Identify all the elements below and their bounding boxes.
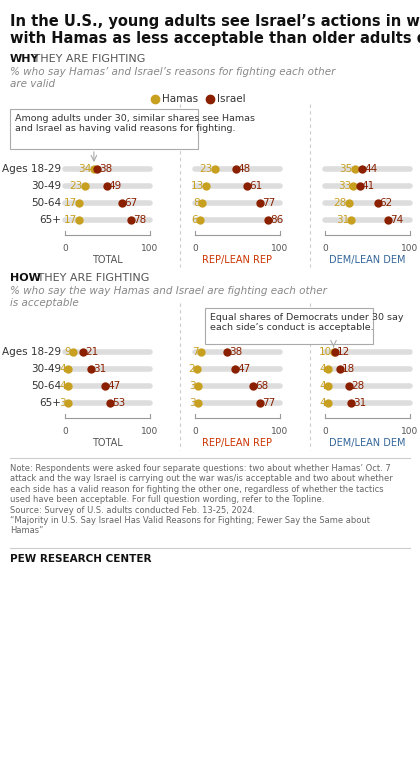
Text: % who say the way Hamas and Israel are fighting each other
is acceptable: % who say the way Hamas and Israel are f… [10, 286, 327, 307]
Text: 100: 100 [271, 244, 289, 253]
Text: 28: 28 [333, 198, 347, 208]
Text: 77: 77 [262, 198, 276, 208]
Text: PEW RESEARCH CENTER: PEW RESEARCH CENTER [10, 554, 152, 564]
Text: 3: 3 [189, 381, 196, 391]
Text: 31: 31 [93, 364, 107, 374]
Text: 34: 34 [79, 164, 92, 174]
Text: 21: 21 [85, 347, 98, 357]
Text: 9: 9 [64, 347, 71, 357]
Text: Among adults under 30, similar shares see Hamas
and Israel as having valid reaso: Among adults under 30, similar shares se… [15, 114, 255, 134]
Text: 48: 48 [238, 164, 251, 174]
Text: Israel: Israel [217, 94, 246, 104]
Text: HOW: HOW [10, 273, 41, 283]
Text: 10: 10 [318, 347, 331, 357]
Text: 100: 100 [402, 427, 419, 436]
Text: Note: Respondents were asked four separate questions: two about whether Hamas’ O: Note: Respondents were asked four separa… [10, 464, 393, 536]
Text: 74: 74 [390, 215, 403, 225]
Text: 23: 23 [200, 164, 213, 174]
Text: 62: 62 [380, 198, 393, 208]
Text: 86: 86 [270, 215, 284, 225]
Text: 38: 38 [99, 164, 113, 174]
Text: 77: 77 [262, 398, 276, 408]
FancyBboxPatch shape [205, 308, 373, 344]
Text: 12: 12 [337, 347, 350, 357]
Text: DEM/LEAN DEM: DEM/LEAN DEM [329, 255, 406, 265]
Text: THEY ARE FIGHTING: THEY ARE FIGHTING [34, 273, 150, 283]
Text: 17: 17 [64, 215, 77, 225]
Text: 4: 4 [60, 381, 66, 391]
Text: THEY ARE FIGHTING: THEY ARE FIGHTING [30, 54, 145, 64]
Text: Equal shares of Democrats under 30 say
each side’s conduct is acceptable.: Equal shares of Democrats under 30 say e… [210, 313, 404, 333]
Text: 53: 53 [112, 398, 125, 408]
Text: 7: 7 [192, 347, 199, 357]
Text: TOTAL: TOTAL [92, 438, 123, 448]
Text: In the U.S., young adults see Israel’s actions in war: In the U.S., young adults see Israel’s a… [10, 14, 420, 29]
Text: 49: 49 [109, 181, 122, 191]
Text: 50-64: 50-64 [31, 381, 61, 391]
Text: 41: 41 [362, 181, 375, 191]
Text: 100: 100 [142, 427, 159, 436]
Text: 67: 67 [124, 198, 137, 208]
Text: 65+: 65+ [39, 215, 61, 225]
Text: 13: 13 [191, 181, 204, 191]
Text: 17: 17 [64, 198, 77, 208]
Text: WHY: WHY [10, 54, 39, 64]
Text: 61: 61 [249, 181, 262, 191]
Text: with Hamas as less acceptable than older adults do: with Hamas as less acceptable than older… [10, 31, 420, 46]
Text: 35: 35 [339, 164, 353, 174]
Text: 31: 31 [353, 398, 367, 408]
Text: 65+: 65+ [39, 398, 61, 408]
Text: 23: 23 [69, 181, 83, 191]
Text: 0: 0 [322, 244, 328, 253]
Text: 33: 33 [338, 181, 351, 191]
Text: DEM/LEAN DEM: DEM/LEAN DEM [329, 438, 406, 448]
Text: TOTAL: TOTAL [92, 255, 123, 265]
Text: 50-64: 50-64 [31, 198, 61, 208]
Text: 100: 100 [402, 244, 419, 253]
Text: 30-49: 30-49 [31, 181, 61, 191]
Text: Ages 18-29: Ages 18-29 [2, 347, 61, 357]
Text: REP/LEAN REP: REP/LEAN REP [202, 438, 273, 448]
Text: Hamas: Hamas [162, 94, 198, 104]
Text: 31: 31 [336, 215, 349, 225]
FancyBboxPatch shape [10, 109, 198, 149]
Text: 4: 4 [320, 364, 326, 374]
Text: 4: 4 [320, 381, 326, 391]
Text: 0: 0 [192, 427, 198, 436]
Text: 47: 47 [237, 364, 250, 374]
Text: 30-49: 30-49 [31, 364, 61, 374]
Text: 4: 4 [320, 398, 326, 408]
Text: 78: 78 [133, 215, 147, 225]
Text: 0: 0 [192, 244, 198, 253]
Text: 6: 6 [192, 215, 198, 225]
Text: 8: 8 [193, 198, 200, 208]
Text: 28: 28 [351, 381, 364, 391]
Text: 3: 3 [59, 398, 66, 408]
Text: % who say Hamas’ and Israel’s reasons for fighting each other
are valid: % who say Hamas’ and Israel’s reasons fo… [10, 67, 336, 89]
Text: 68: 68 [255, 381, 268, 391]
Text: REP/LEAN REP: REP/LEAN REP [202, 255, 273, 265]
Text: 0: 0 [322, 427, 328, 436]
Text: 100: 100 [142, 244, 159, 253]
Text: 3: 3 [189, 398, 196, 408]
Text: 0: 0 [62, 244, 68, 253]
Text: 47: 47 [107, 381, 120, 391]
Text: 44: 44 [365, 164, 378, 174]
Text: 100: 100 [271, 427, 289, 436]
Text: 0: 0 [62, 427, 68, 436]
Text: 18: 18 [342, 364, 356, 374]
Text: 4: 4 [60, 364, 66, 374]
Text: Ages 18-29: Ages 18-29 [2, 164, 61, 174]
Text: 2: 2 [188, 364, 195, 374]
Text: 38: 38 [229, 347, 243, 357]
